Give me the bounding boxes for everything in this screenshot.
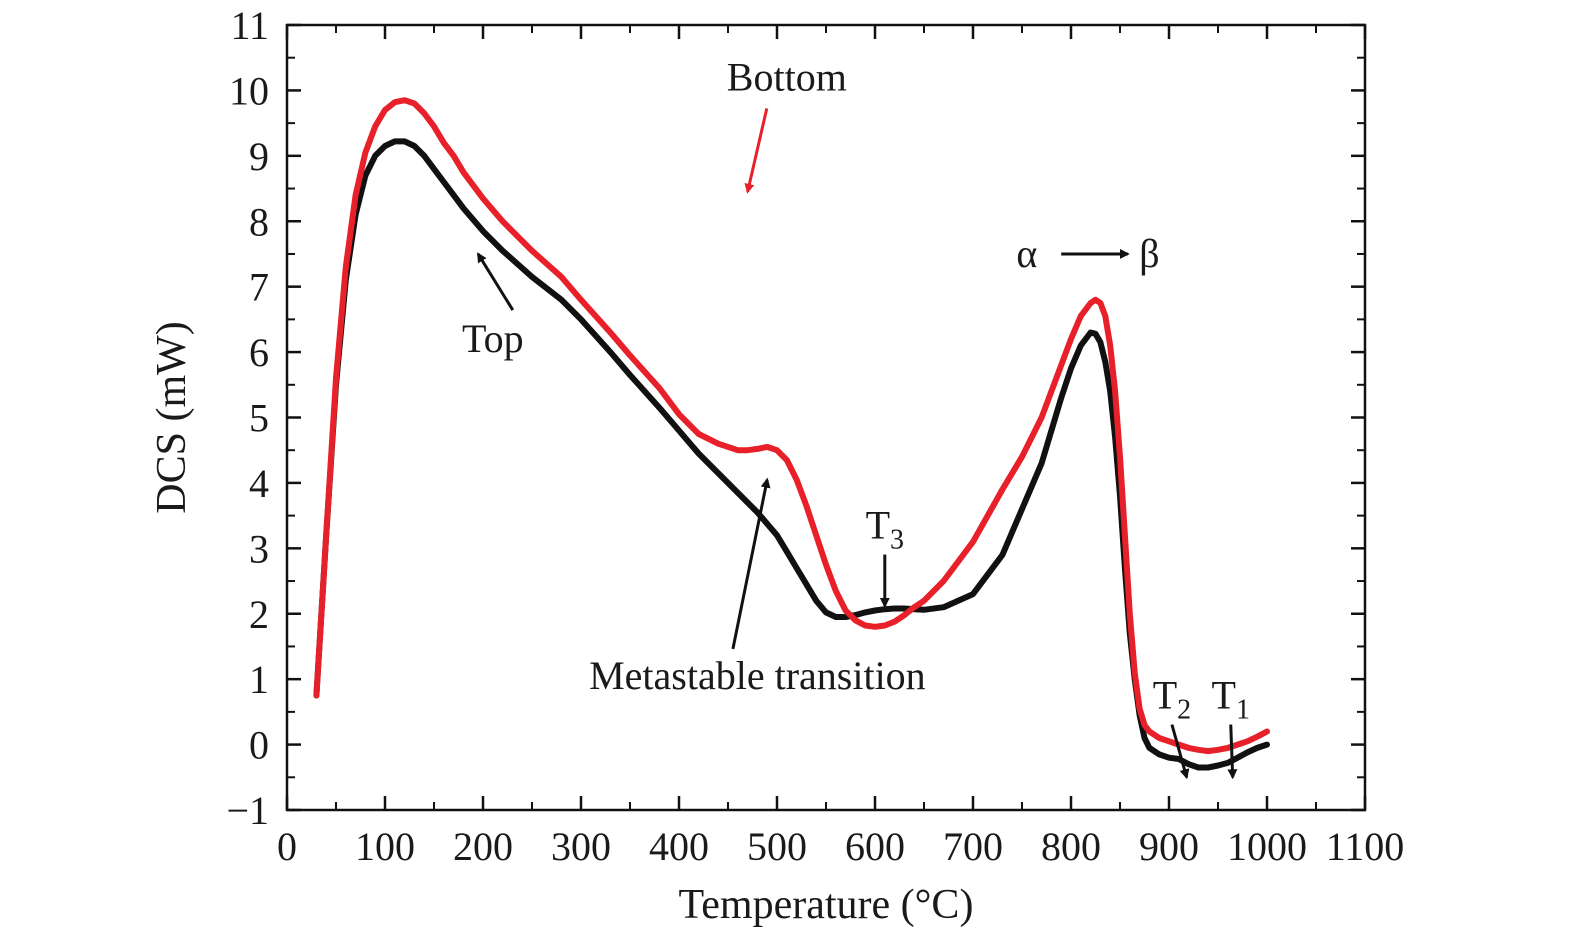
annotation-arrow xyxy=(1227,724,1238,780)
annotation-arrow xyxy=(476,252,515,311)
y-tick-label: 4 xyxy=(249,461,269,506)
y-tick-label: 3 xyxy=(249,526,269,571)
y-tick-label: 10 xyxy=(229,68,269,113)
y-tick-label: 8 xyxy=(249,199,269,244)
annotation-t3: T3 xyxy=(866,503,904,556)
annotation-alpha-beta: α xyxy=(1016,231,1037,276)
y-tick-label: 6 xyxy=(249,330,269,375)
y-axis-title: DCS (mW) xyxy=(149,321,195,514)
y-tick-label: 11 xyxy=(230,3,269,48)
y-axis-ticks: −1 0 1 2 3 4 5 6 7 8 9 10 11 xyxy=(226,3,1365,833)
annotation-arrow xyxy=(1170,724,1190,780)
annotation-metastable-transition: Metastable transition xyxy=(589,653,926,698)
x-tick-label: 600 xyxy=(845,824,905,869)
series-line-bottom xyxy=(313,97,1270,755)
y-tick-label: 1 xyxy=(249,657,269,702)
annotation-top: Top xyxy=(462,316,524,361)
x-tick-label: 0 xyxy=(277,824,297,869)
annotation-t2: T2 xyxy=(1153,673,1191,726)
annotation-bottom: Bottom xyxy=(727,54,847,99)
x-axis-ticks: 0 100 200 300 400 500 600 700 800 900 1000 1100 xyxy=(277,25,1404,869)
annotation-arrow xyxy=(731,477,771,650)
y-tick-label: 2 xyxy=(249,592,269,637)
annotation-arrow xyxy=(744,108,769,194)
x-tick-label: 400 xyxy=(649,824,709,869)
x-tick-label: 700 xyxy=(943,824,1003,869)
y-tick-label: 0 xyxy=(249,723,269,768)
x-tick-label: 1100 xyxy=(1326,824,1405,869)
y-tick-label: 9 xyxy=(249,134,269,179)
y-tick-label: 7 xyxy=(249,265,269,310)
x-tick-label: 100 xyxy=(355,824,415,869)
y-tick-label: 5 xyxy=(249,396,269,441)
annotation-layer: Bottom Top Metastable transition α β T3 T2 T1 xyxy=(462,54,1250,780)
x-axis-title: Temperature (°C) xyxy=(679,882,974,928)
x-tick-label: 900 xyxy=(1139,824,1199,869)
x-tick-label: 1000 xyxy=(1227,824,1307,869)
x-tick-label: 300 xyxy=(551,824,611,869)
annotation--: β xyxy=(1139,231,1159,276)
x-tick-label: 500 xyxy=(747,824,807,869)
series-layer xyxy=(313,97,1270,771)
series-line-top xyxy=(313,138,1270,771)
annotation-t1: T1 xyxy=(1212,673,1250,726)
x-tick-label: 200 xyxy=(453,824,513,869)
x-tick-label: 800 xyxy=(1041,824,1101,869)
y-tick-label: −1 xyxy=(226,788,269,833)
